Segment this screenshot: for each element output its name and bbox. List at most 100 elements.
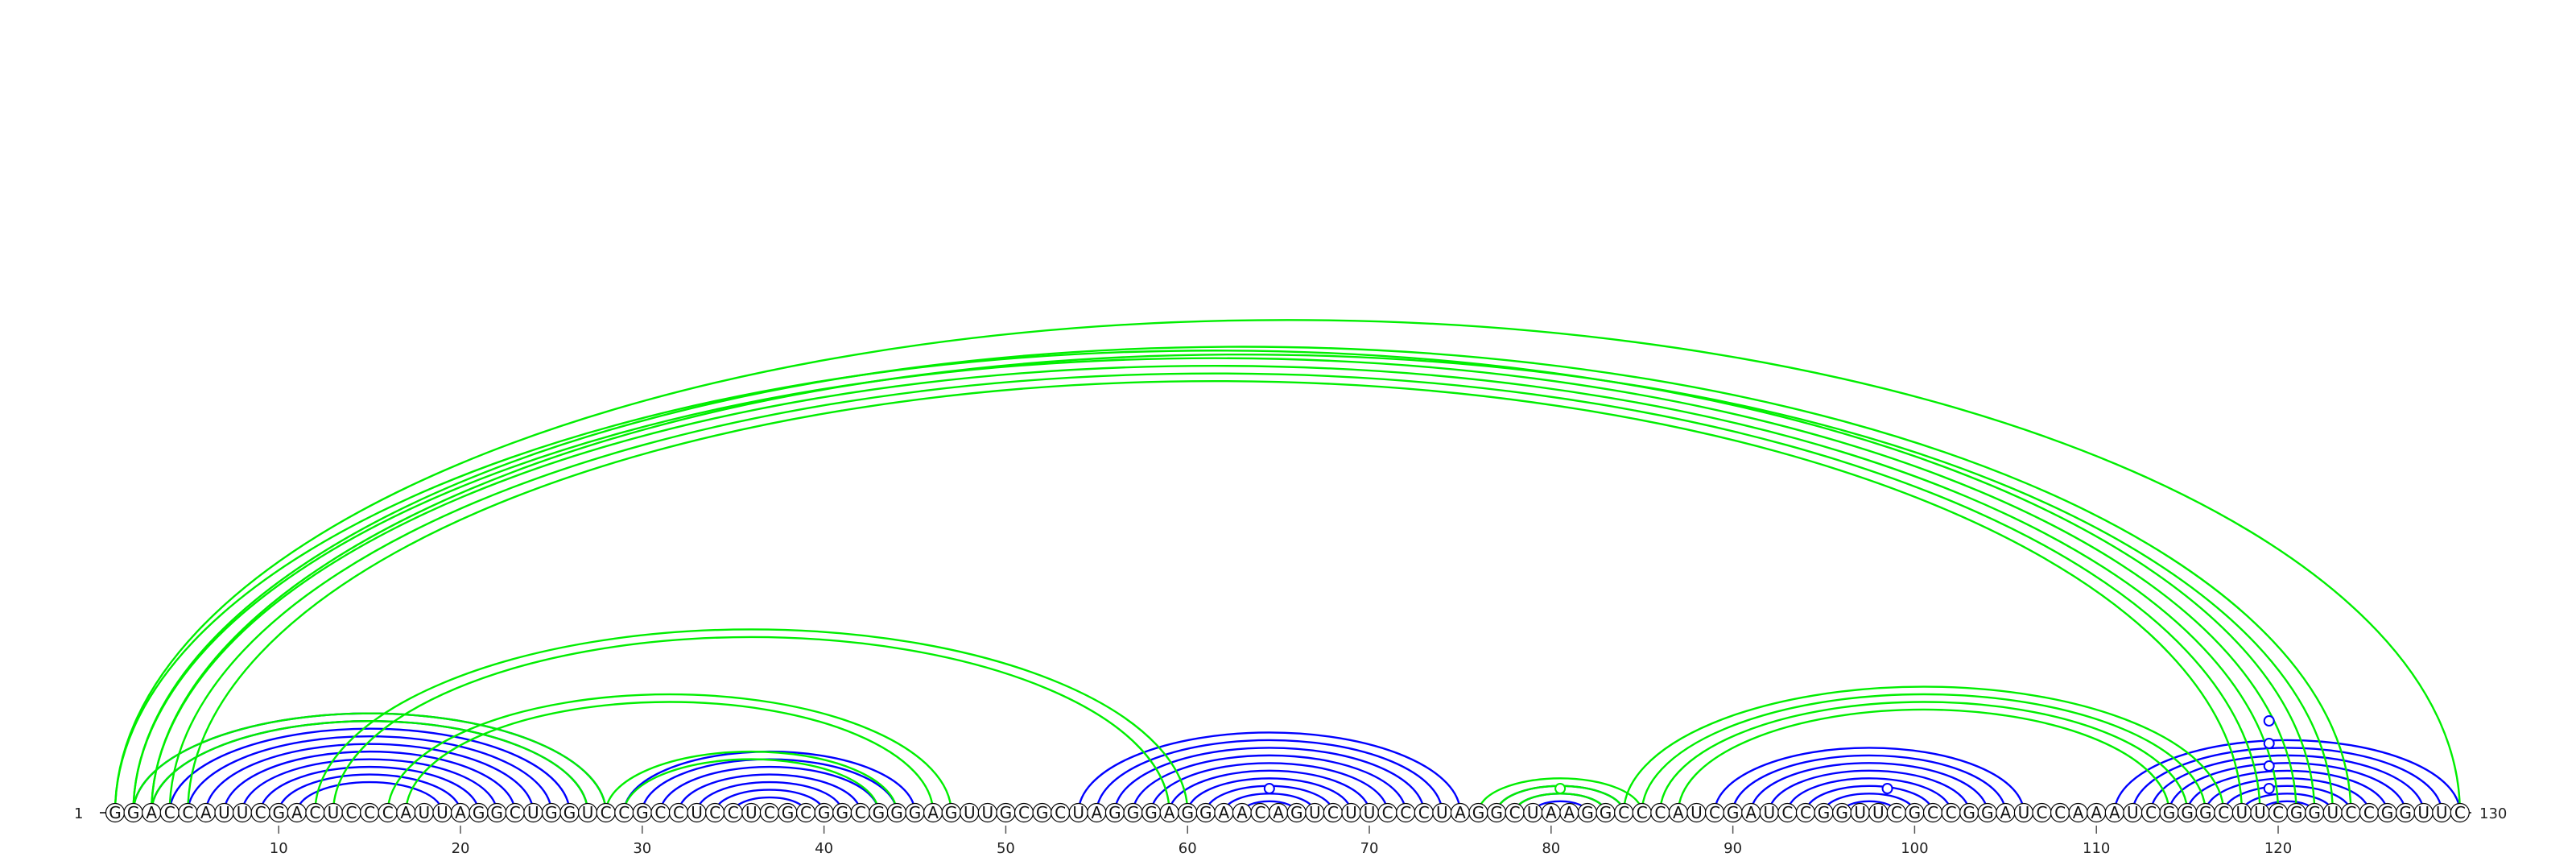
nucleotide: C (1013, 802, 1034, 823)
nucleotide-letter: C (2218, 803, 2229, 822)
nucleotide: C (159, 802, 180, 823)
reference-pair-arc (1732, 754, 2007, 814)
nucleotide: C (250, 802, 270, 823)
nucleotide-letter: G (1963, 803, 1975, 822)
nucleotide-letter: C (673, 803, 684, 822)
nucleotide-letter: G (1036, 803, 1049, 822)
nucleotide: C (759, 802, 779, 823)
nucleotide: U (523, 802, 543, 823)
nucleotide-letter: G (1145, 803, 1158, 822)
reference-pair-arc (1077, 731, 1462, 814)
nucleotide: U (2013, 802, 2033, 823)
reference-pair-arc (1132, 754, 1407, 814)
nucleotide-letter: A (1455, 803, 1466, 822)
nucleotide: C (341, 802, 361, 823)
reference-pair-arc (2204, 777, 2371, 814)
nucleotide: G (632, 802, 652, 823)
nucleotide-letter: C (1709, 803, 1720, 822)
nucleotide-letter: U (527, 803, 539, 822)
reference-pair-arc (713, 789, 825, 814)
reference-pair-arc (2186, 769, 2388, 814)
axis-tick-label: 30 (633, 840, 651, 857)
nucleotide-letter: G (473, 803, 485, 822)
nucleotide-letter: C (2036, 803, 2047, 822)
nucleotide: G (941, 802, 961, 823)
axis-tick-label: 40 (815, 840, 833, 857)
axis-tick-label: 50 (997, 840, 1015, 857)
nucleotide-letter: A (200, 803, 212, 822)
prediction-pair-arc (314, 628, 1189, 814)
nucleotide: G (1141, 802, 1162, 823)
gu-pair-marker (1263, 783, 1275, 794)
axis-tick-label: 70 (1360, 840, 1379, 857)
nucleotide: C (1650, 802, 1670, 823)
nucleotide-letter: U (2254, 803, 2266, 822)
nucleotide-letter: C (510, 803, 521, 822)
nucleotide-letter: U (2018, 803, 2030, 822)
nucleotide-letter: A (291, 803, 303, 822)
nucleotide-letter: U (1309, 803, 1321, 822)
nucleotide: A (1159, 802, 1179, 823)
gu-pair-marker (2263, 760, 2275, 772)
nucleotide-letter: C (309, 803, 320, 822)
nucleotide: G (2377, 802, 2397, 823)
sequence-start-label: 1 (74, 805, 83, 822)
position-axis: 10 20 30 40 50 60 70 80 90 100 110 120 (270, 826, 2292, 857)
nucleotide: U (214, 802, 234, 823)
prediction-pair-arc (623, 758, 880, 814)
prediction-pair-arc (405, 701, 935, 814)
nucleotide: A (196, 802, 216, 823)
nucleotide-letter: C (601, 803, 612, 822)
nucleotide: C (614, 802, 634, 823)
nucleotide: C (2359, 802, 2380, 823)
nucleotide-letter: U (2417, 803, 2429, 822)
nucleotide-letter: G (1581, 803, 1594, 822)
nucleotide-letter: G (1181, 803, 1194, 822)
nucleotide: G (2286, 802, 2306, 823)
nucleotide-letter: C (1781, 803, 1793, 822)
nucleotide-letter: A (1219, 803, 1230, 822)
nucleotide: U (1341, 802, 1361, 823)
nucleotide: A (1450, 802, 1471, 823)
nucleotide-letter: C (1382, 803, 1393, 822)
nucleotide: A (1741, 802, 1761, 823)
nucleotide: G (1032, 802, 1052, 823)
prediction-pair-arc (150, 365, 2280, 814)
nucleotide: U (1432, 802, 1452, 823)
nucleotide: C (360, 802, 380, 823)
nucleotide-letter: U (1436, 803, 1448, 822)
nucleotide: C (1941, 802, 1961, 823)
nucleotide-letter: A (2109, 803, 2120, 822)
nucleotide-letter: C (255, 803, 266, 822)
nucleotide-letter: C (2363, 803, 2375, 822)
nucleotide: A (1269, 802, 1289, 823)
nucleotide-letter: G (909, 803, 922, 822)
nucleotide-letter: C (1055, 803, 1066, 822)
nucleotide: G (1286, 802, 1307, 823)
nucleotide-letter: U (982, 803, 994, 822)
nucleotide: A (2087, 802, 2107, 823)
reference-pair-arc (2223, 785, 2352, 814)
reference-pair-arc (1113, 747, 1425, 814)
nucleotide-letter: G (2163, 803, 2176, 822)
nucleotide: U (1686, 802, 1707, 823)
nucleotide-letter: A (927, 803, 939, 822)
nucleotide-letter: U (218, 803, 230, 822)
nucleotide: U (2250, 802, 2270, 823)
prediction-pair-arc (1641, 693, 2207, 814)
prediction-pair-arc (132, 712, 607, 814)
nucleotide: G (1832, 802, 1852, 823)
nucleotide-letter: U (1072, 803, 1084, 822)
nucleotide-letter: C (2345, 803, 2356, 822)
nucleotide: U (741, 802, 762, 823)
nucleotide-letter: U (1527, 803, 1539, 822)
nucleotide: C (1396, 802, 1416, 823)
nucleotide: A (1996, 802, 2016, 823)
reference-pair-arc (187, 735, 553, 814)
nucleotide: C (1377, 802, 1397, 823)
nucleotide-letter: C (654, 803, 666, 822)
nucleotide: C (1614, 802, 1634, 823)
nucleotide-letter: U (2127, 803, 2139, 822)
